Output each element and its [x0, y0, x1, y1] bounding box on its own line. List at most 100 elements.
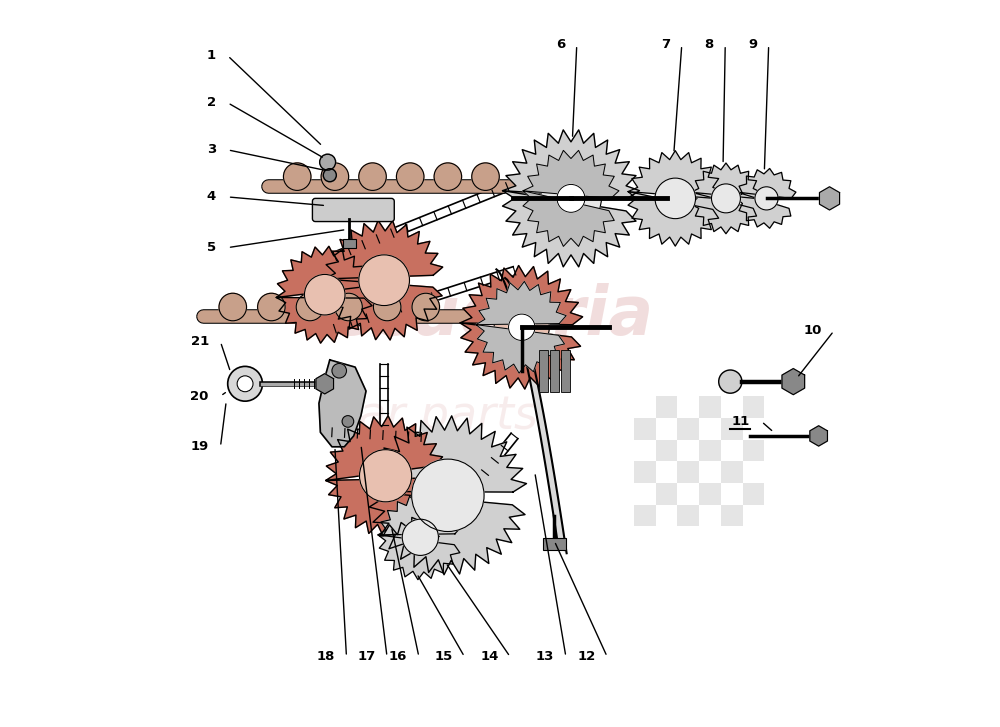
Bar: [721, 440, 743, 461]
Circle shape: [402, 519, 438, 555]
Bar: [699, 418, 721, 440]
Text: 11: 11: [732, 415, 750, 428]
Bar: [743, 396, 764, 418]
Text: 12: 12: [577, 651, 596, 663]
Polygon shape: [496, 269, 567, 553]
Bar: [743, 461, 764, 483]
Circle shape: [360, 450, 412, 502]
Circle shape: [711, 184, 740, 213]
Polygon shape: [782, 369, 805, 395]
Circle shape: [755, 187, 778, 210]
Text: 7: 7: [661, 39, 670, 52]
Circle shape: [367, 263, 401, 297]
Bar: [677, 396, 699, 418]
Polygon shape: [324, 220, 443, 340]
Text: 19: 19: [191, 441, 209, 454]
Bar: [721, 505, 743, 526]
FancyBboxPatch shape: [539, 350, 548, 392]
Circle shape: [335, 293, 362, 321]
Text: 15: 15: [435, 651, 453, 663]
Bar: [677, 461, 699, 483]
Circle shape: [320, 154, 336, 170]
Text: 17: 17: [357, 651, 375, 663]
Bar: [699, 396, 721, 418]
Bar: [634, 396, 656, 418]
Circle shape: [434, 163, 462, 190]
Circle shape: [219, 293, 247, 321]
Bar: [699, 505, 721, 526]
Bar: [634, 440, 656, 461]
Text: 3: 3: [207, 143, 216, 156]
Polygon shape: [476, 281, 566, 373]
Bar: [677, 505, 699, 526]
Circle shape: [412, 459, 484, 531]
Bar: [634, 483, 656, 505]
FancyBboxPatch shape: [543, 538, 566, 550]
Bar: [721, 483, 743, 505]
Circle shape: [504, 310, 539, 345]
Bar: [743, 440, 764, 461]
Circle shape: [557, 185, 585, 212]
Circle shape: [332, 364, 346, 378]
Circle shape: [408, 525, 433, 550]
Polygon shape: [810, 426, 827, 446]
Text: 1: 1: [207, 49, 216, 63]
Circle shape: [304, 274, 345, 315]
Circle shape: [716, 188, 736, 209]
Text: 6: 6: [556, 39, 565, 52]
Circle shape: [311, 281, 339, 309]
Circle shape: [258, 293, 285, 321]
Text: 13: 13: [536, 651, 554, 663]
Circle shape: [323, 169, 336, 182]
Bar: [656, 505, 677, 526]
Text: 20: 20: [190, 390, 209, 403]
Polygon shape: [319, 360, 366, 447]
Circle shape: [541, 168, 601, 229]
Bar: [656, 418, 677, 440]
Circle shape: [359, 255, 409, 305]
Polygon shape: [628, 150, 722, 246]
Text: 18: 18: [317, 651, 335, 663]
Polygon shape: [523, 150, 619, 246]
Bar: [656, 440, 677, 461]
Text: 4: 4: [207, 190, 216, 204]
Circle shape: [494, 300, 549, 355]
Circle shape: [396, 163, 424, 190]
Polygon shape: [316, 374, 334, 394]
Bar: [634, 505, 656, 526]
Circle shape: [368, 459, 403, 493]
Text: 16: 16: [389, 651, 407, 663]
Text: 10: 10: [804, 324, 822, 337]
Polygon shape: [502, 130, 639, 267]
Polygon shape: [378, 495, 461, 579]
Circle shape: [662, 185, 689, 212]
Bar: [699, 461, 721, 483]
Text: 8: 8: [704, 39, 714, 52]
Circle shape: [321, 163, 349, 190]
Bar: [677, 440, 699, 461]
Circle shape: [359, 163, 386, 190]
Polygon shape: [368, 416, 527, 575]
Text: 5: 5: [207, 241, 216, 254]
Text: 21: 21: [191, 335, 209, 348]
Bar: [743, 483, 764, 505]
Bar: [656, 396, 677, 418]
Bar: [721, 396, 743, 418]
Text: 2: 2: [207, 96, 216, 109]
Bar: [656, 483, 677, 505]
Bar: [634, 418, 656, 440]
Bar: [699, 440, 721, 461]
Circle shape: [283, 163, 311, 190]
FancyBboxPatch shape: [561, 350, 570, 392]
Bar: [677, 483, 699, 505]
Polygon shape: [326, 416, 445, 536]
Circle shape: [296, 293, 324, 321]
Polygon shape: [460, 265, 583, 389]
Polygon shape: [276, 246, 372, 343]
Polygon shape: [819, 187, 840, 210]
Bar: [677, 418, 699, 440]
FancyBboxPatch shape: [550, 350, 559, 392]
FancyBboxPatch shape: [343, 239, 356, 248]
Bar: [634, 461, 656, 483]
Bar: [721, 418, 743, 440]
